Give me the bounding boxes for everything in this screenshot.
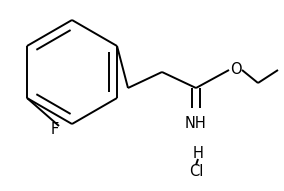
- Text: Cl: Cl: [189, 164, 203, 180]
- Text: O: O: [230, 62, 242, 78]
- Text: NH: NH: [185, 116, 207, 131]
- Text: F: F: [51, 122, 59, 138]
- Text: H: H: [193, 146, 203, 160]
